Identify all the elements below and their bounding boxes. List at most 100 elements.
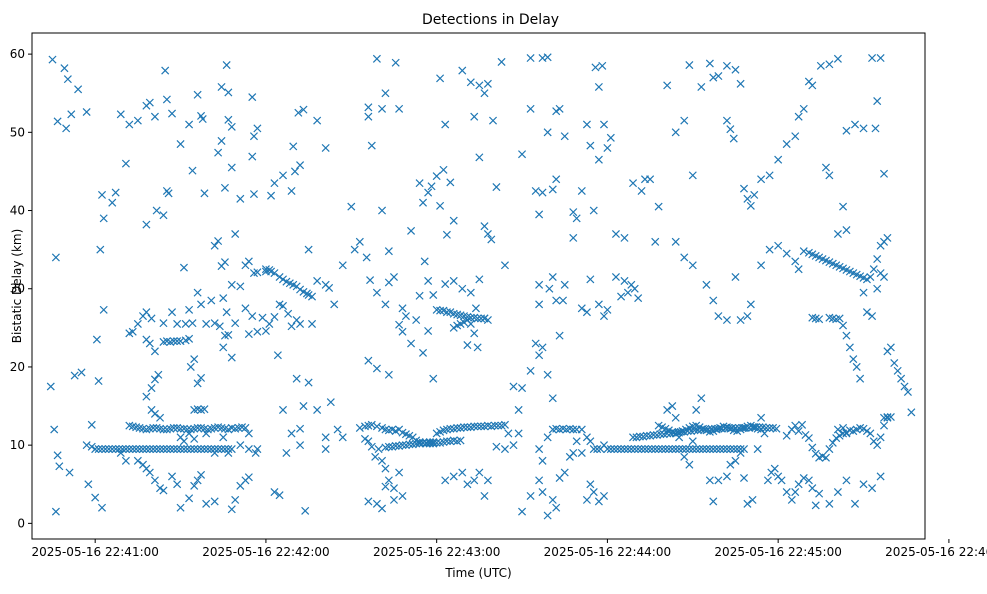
data-point (446, 424, 455, 433)
data-point (871, 124, 880, 133)
data-point (518, 507, 527, 516)
data-point (743, 312, 752, 321)
data-point (149, 423, 158, 432)
data-point (190, 355, 199, 364)
data-point (526, 491, 535, 501)
data-point (429, 290, 438, 300)
data-point (181, 319, 190, 328)
data-point (197, 300, 206, 309)
data-point (471, 304, 480, 313)
data-point (401, 312, 410, 321)
data-point (535, 445, 544, 454)
data-point (477, 422, 486, 431)
data-point (558, 296, 568, 305)
data-point (552, 107, 561, 116)
data-point (760, 429, 769, 438)
data-point (217, 262, 226, 271)
data-point (231, 319, 240, 328)
data-point (748, 495, 757, 504)
data-point (842, 476, 851, 485)
data-point (463, 423, 472, 432)
data-point (722, 315, 731, 325)
data-point (757, 413, 766, 422)
data-point (654, 202, 663, 211)
data-point (591, 63, 600, 72)
data-point (384, 247, 393, 256)
data-point (560, 468, 569, 477)
data-point (121, 159, 130, 168)
data-point (299, 105, 308, 114)
data-point (798, 420, 807, 429)
data-point (407, 226, 416, 235)
data-point (675, 433, 684, 442)
data-point (782, 249, 791, 258)
data-point (695, 445, 704, 454)
data-point (456, 436, 465, 445)
data-point (190, 481, 199, 490)
data-point (236, 441, 245, 450)
data-point (176, 140, 185, 149)
x-tick-label: 2025-05-16 22:43:00 (373, 545, 500, 559)
data-point (176, 445, 185, 454)
data-point (483, 79, 492, 88)
data-point (125, 445, 134, 454)
data-point (227, 353, 236, 362)
data-point (193, 423, 202, 432)
data-point (253, 327, 262, 336)
data-point (244, 330, 253, 339)
data-point (586, 480, 595, 489)
data-point (709, 497, 718, 506)
data-point (466, 78, 475, 87)
data-point (593, 445, 602, 454)
data-point (712, 445, 721, 454)
data-point (210, 445, 219, 454)
data-point (133, 116, 142, 125)
data-point (231, 495, 240, 504)
data-point (101, 445, 110, 454)
x-axis-label: Time (UTC) (444, 566, 511, 580)
data-point (842, 331, 851, 340)
data-point (699, 445, 708, 454)
data-point (676, 427, 685, 436)
data-point (743, 194, 752, 203)
data-point (526, 104, 535, 113)
data-point (405, 440, 414, 449)
data-point (128, 445, 137, 454)
data-point (488, 116, 498, 125)
data-point (364, 437, 373, 446)
data-point (897, 374, 906, 383)
data-point (149, 445, 158, 454)
data-point (222, 308, 231, 317)
data-point (642, 431, 651, 440)
data-point (94, 376, 103, 386)
data-point (804, 434, 813, 443)
data-point (868, 54, 877, 63)
data-point (850, 120, 860, 129)
data-point (782, 431, 791, 440)
data-point (531, 339, 540, 348)
data-point (714, 71, 723, 81)
data-point (145, 468, 154, 477)
data-point (893, 366, 902, 375)
data-point (504, 429, 513, 438)
data-point (611, 272, 620, 282)
data-point (903, 387, 912, 396)
data-point (193, 379, 202, 388)
data-point (150, 347, 159, 356)
data-point (398, 441, 407, 450)
data-point (55, 462, 64, 471)
data-point (99, 305, 108, 314)
data-point (589, 206, 598, 215)
data-point (651, 445, 660, 454)
data-point (159, 211, 168, 220)
data-point (441, 120, 450, 129)
data-point (111, 445, 120, 454)
data-point (185, 305, 194, 314)
y-axis: 0 10 20 30 40 50 60 (10, 47, 32, 530)
data-point (150, 375, 159, 384)
data-point (774, 241, 783, 250)
data-point (620, 445, 629, 454)
data-point (313, 276, 322, 285)
y-tick-label: 40 (10, 204, 25, 218)
data-point (535, 280, 544, 289)
